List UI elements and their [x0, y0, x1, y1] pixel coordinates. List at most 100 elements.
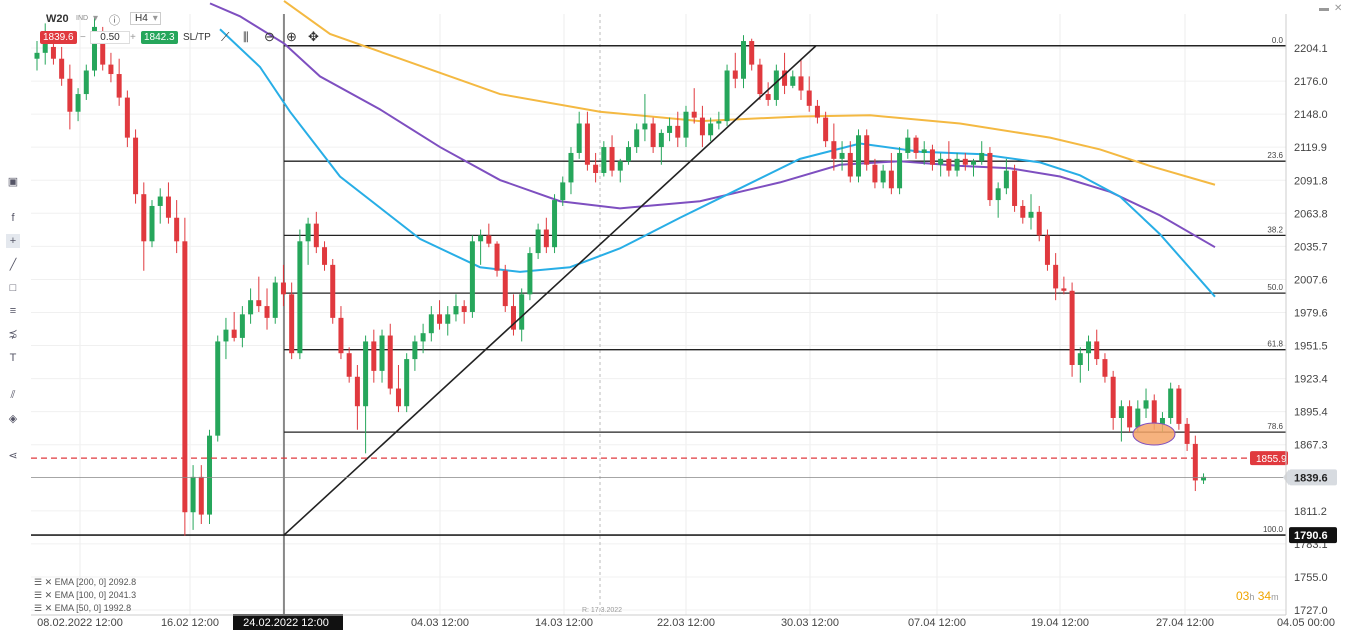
sltp-button[interactable]: SL/TP: [183, 32, 211, 43]
fib-level-label: 23.6: [1267, 151, 1283, 160]
candle-body: [34, 52, 40, 59]
candle-body: [749, 41, 755, 65]
candle-body: [404, 359, 410, 407]
candle-body: [740, 41, 746, 79]
candle-body: [231, 329, 237, 338]
minimize-icon[interactable]: ▬: [1319, 3, 1329, 14]
share-icon[interactable]: ⋖: [8, 450, 18, 462]
line-chart-icon[interactable]: ⟋: [221, 30, 230, 44]
y-tick-label: 1951.5: [1294, 341, 1328, 353]
trendline-icon[interactable]: ╱: [9, 259, 17, 271]
candle-body: [92, 26, 98, 71]
fan-icon[interactable]: ⋨: [8, 328, 18, 340]
sell-price-button[interactable]: 1839.6: [40, 31, 77, 44]
candle-body: [995, 188, 1001, 201]
candle-body: [215, 341, 221, 436]
candle-body: [601, 147, 607, 173]
candle-body: [905, 137, 911, 153]
candle-type-icon[interactable]: ⫼: [243, 30, 249, 44]
candle-body: [157, 196, 163, 206]
candle-body: [946, 158, 952, 171]
candle-body: [527, 253, 533, 295]
timeframe-value: H4: [135, 13, 148, 24]
candle-body: [256, 300, 262, 307]
candle-body: [1028, 211, 1034, 218]
candle-body: [847, 152, 853, 177]
close-icon[interactable]: ✕: [1334, 3, 1343, 14]
symbol-label[interactable]: W20: [46, 13, 69, 25]
chevron-down-icon[interactable]: ▾: [93, 13, 99, 24]
buy-price-button[interactable]: 1842.3: [141, 31, 178, 44]
candle-body: [248, 300, 254, 315]
fibonacci-icon[interactable]: ≡: [9, 305, 17, 317]
lot-size-input[interactable]: 0.50: [90, 31, 130, 44]
candle-body: [576, 123, 582, 153]
candle-body: [790, 76, 796, 86]
candle-body: [75, 94, 81, 112]
candle-body: [363, 341, 369, 407]
indicator-icon[interactable]: ⫽: [10, 389, 16, 401]
candle-body: [494, 243, 500, 271]
candle-body: [83, 70, 89, 95]
text-icon[interactable]: T: [9, 352, 17, 364]
fib-level-label: 0.0: [1272, 36, 1284, 45]
candle-body: [346, 353, 352, 377]
y-tick-label: 2035.7: [1294, 241, 1328, 253]
candle-body: [280, 282, 286, 295]
candle-body: [182, 241, 188, 513]
candle-body: [979, 152, 985, 162]
candle-body: [1192, 443, 1198, 481]
zoom-in-icon[interactable]: ⊕: [286, 29, 297, 44]
y-tick-label: 2176.0: [1294, 76, 1328, 88]
candle-body: [1069, 290, 1075, 365]
y-tick-label: 1811.2: [1294, 506, 1327, 518]
candle-body: [486, 235, 492, 244]
layers-icon[interactable]: ◈: [8, 413, 18, 425]
x-tick-label: 16.02 12:00: [161, 617, 219, 629]
candle-body: [814, 105, 820, 118]
info-icon[interactable]: ⓘ: [109, 15, 120, 27]
alert-price-tag-bg: [1250, 451, 1288, 466]
candle-body: [773, 70, 779, 100]
candle-body: [1094, 341, 1100, 360]
candle-body: [502, 270, 508, 307]
candle-body: [133, 137, 139, 195]
candle-body: [1118, 406, 1124, 418]
candle-body: [691, 111, 697, 118]
fib-level-label: 100.0: [1263, 525, 1284, 534]
candle-body: [831, 141, 837, 159]
candle-body: [921, 149, 927, 153]
rectangle-icon[interactable]: □: [9, 282, 17, 294]
candle-body: [962, 158, 968, 165]
x-tick-label: 27.04 12:00: [1156, 617, 1214, 629]
candle-body: [1168, 388, 1174, 418]
zoom-out-icon[interactable]: ⊖: [264, 29, 275, 44]
candle-body: [445, 314, 451, 324]
fib-level-label: 50.0: [1267, 283, 1283, 292]
legend-ema-50[interactable]: ☰ ✕ EMA [50, 0] 1992.8: [34, 603, 132, 613]
candle-body: [757, 64, 763, 95]
move-icon[interactable]: ✥: [308, 29, 319, 44]
legend-ema-100[interactable]: ☰ ✕ EMA [100, 0] 2041.3: [34, 590, 137, 600]
crosshair-icon[interactable]: +: [6, 234, 20, 248]
minus-icon[interactable]: −: [80, 32, 86, 43]
fib-low-tag: 1790.6: [1294, 530, 1328, 542]
candle-body: [609, 147, 615, 171]
candle-body: [1086, 341, 1092, 354]
timeframe-select[interactable]: H4 ▾: [130, 12, 161, 25]
candle-body: [683, 111, 689, 138]
countdown-minutes: 34: [1257, 589, 1272, 603]
candle-body: [954, 158, 960, 171]
y-tick-label: 2007.6: [1294, 274, 1328, 286]
y-tick-label: 1867.3: [1294, 440, 1328, 452]
candle-body: [888, 170, 894, 189]
trendline: [283, 45, 817, 536]
candle-body: [371, 341, 377, 371]
window-icon[interactable]: ▣: [7, 176, 19, 188]
plus-icon[interactable]: +: [130, 32, 136, 43]
legend-ema-200[interactable]: ☰ ✕ EMA [200, 0] 2092.8: [34, 577, 137, 587]
function-icon[interactable]: f: [11, 212, 15, 224]
y-tick-label: 1727.0: [1294, 605, 1328, 617]
x-tick-label: 14.03 12:00: [535, 617, 593, 629]
